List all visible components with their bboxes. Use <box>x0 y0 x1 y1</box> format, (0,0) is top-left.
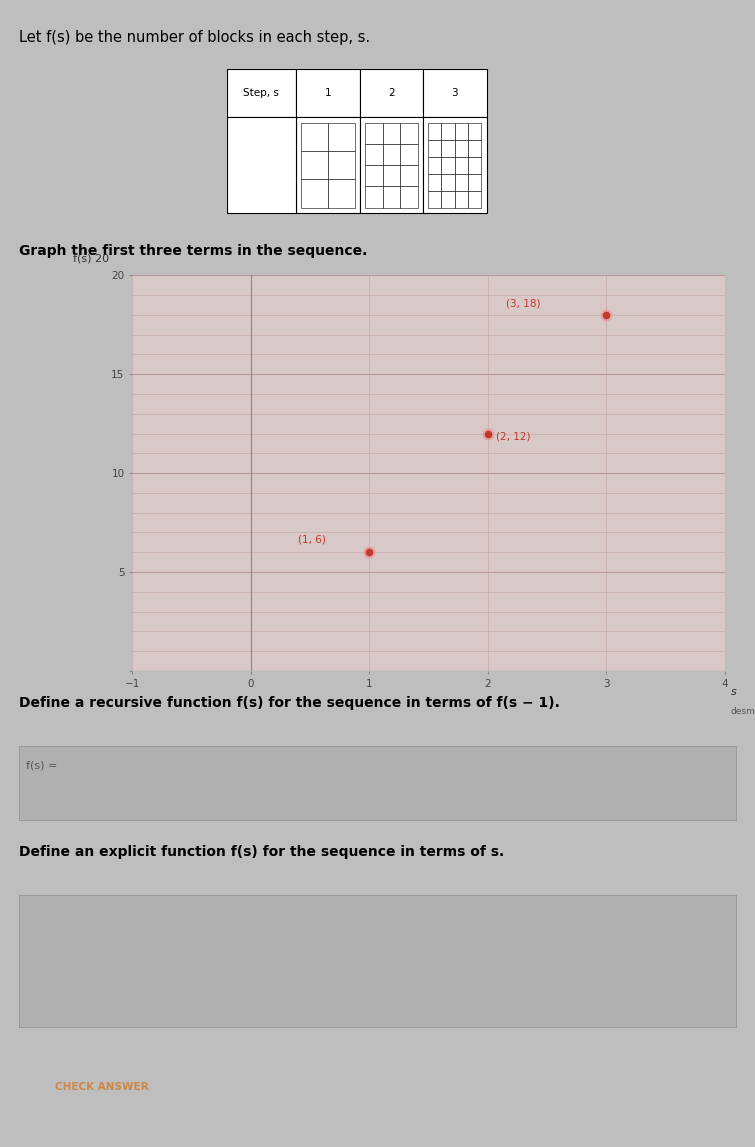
Bar <box>428 140 442 157</box>
Bar <box>423 117 486 213</box>
Text: (1, 6): (1, 6) <box>298 535 326 545</box>
Bar <box>428 190 442 208</box>
Bar <box>468 123 482 140</box>
Bar <box>442 190 455 208</box>
Text: Let f(s) be the number of blocks in each step, s.: Let f(s) be the number of blocks in each… <box>19 30 370 45</box>
Text: (2, 12): (2, 12) <box>496 431 531 442</box>
Bar <box>423 69 486 117</box>
Bar <box>468 140 482 157</box>
Text: (3, 18): (3, 18) <box>506 299 540 309</box>
Bar <box>442 157 455 173</box>
Text: Graph the first three terms in the sequence.: Graph the first three terms in the seque… <box>19 244 367 258</box>
Bar <box>301 179 328 208</box>
Text: 1: 1 <box>325 88 331 97</box>
Bar <box>468 190 482 208</box>
Bar <box>428 123 442 140</box>
Text: 3: 3 <box>451 88 458 97</box>
Bar <box>383 165 400 186</box>
Bar <box>359 117 423 213</box>
Bar <box>442 123 455 140</box>
Text: s: s <box>731 687 736 697</box>
Bar <box>442 140 455 157</box>
Bar <box>428 157 442 173</box>
Bar <box>400 145 418 165</box>
Text: f(s) =: f(s) = <box>26 760 57 771</box>
Bar <box>365 186 383 208</box>
Text: Define a recursive function f(s) for the sequence in terms of f(s − 1).: Define a recursive function f(s) for the… <box>19 695 559 710</box>
Text: 2: 2 <box>388 88 395 97</box>
Bar <box>455 157 468 173</box>
Bar <box>226 69 296 117</box>
Bar <box>365 145 383 165</box>
Bar <box>455 190 468 208</box>
Bar <box>301 123 328 151</box>
Bar <box>400 186 418 208</box>
Text: desmos: desmos <box>731 707 755 716</box>
Bar <box>400 123 418 145</box>
Bar <box>365 165 383 186</box>
Bar <box>455 123 468 140</box>
Bar <box>428 173 442 190</box>
Text: CHECK ANSWER: CHECK ANSWER <box>55 1082 149 1092</box>
Bar <box>383 123 400 145</box>
Bar <box>400 165 418 186</box>
Bar <box>226 117 296 213</box>
Bar <box>468 173 482 190</box>
Bar <box>442 173 455 190</box>
Bar <box>328 151 355 179</box>
Bar <box>455 173 468 190</box>
Bar <box>328 179 355 208</box>
Bar <box>455 140 468 157</box>
Text: Define an explicit function f(s) for the sequence in terms of s.: Define an explicit function f(s) for the… <box>19 844 504 859</box>
Bar <box>468 157 482 173</box>
Bar <box>383 145 400 165</box>
Bar <box>301 151 328 179</box>
Text: Step, s: Step, s <box>243 88 279 97</box>
Bar <box>296 69 359 117</box>
Bar <box>359 69 423 117</box>
Bar <box>296 117 359 213</box>
Bar <box>383 186 400 208</box>
Text: f(s) 20: f(s) 20 <box>72 253 109 264</box>
Bar <box>328 123 355 151</box>
Bar <box>365 123 383 145</box>
